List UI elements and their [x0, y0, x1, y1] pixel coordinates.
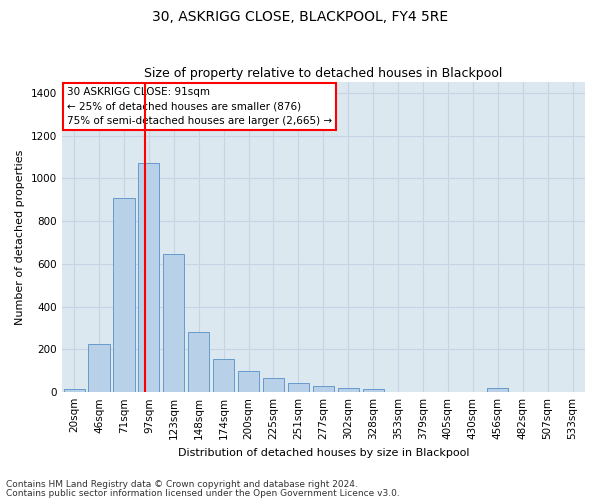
Bar: [113, 198, 134, 392]
Bar: [88, 344, 110, 392]
Bar: [163, 254, 184, 392]
Text: Contains HM Land Registry data © Crown copyright and database right 2024.: Contains HM Land Registry data © Crown c…: [6, 480, 358, 489]
Text: 30, ASKRIGG CLOSE, BLACKPOOL, FY4 5RE: 30, ASKRIGG CLOSE, BLACKPOOL, FY4 5RE: [152, 10, 448, 24]
Y-axis label: Number of detached properties: Number of detached properties: [15, 150, 25, 325]
Bar: [362, 389, 384, 392]
Text: 30 ASKRIGG CLOSE: 91sqm
← 25% of detached houses are smaller (876)
75% of semi-d: 30 ASKRIGG CLOSE: 91sqm ← 25% of detache…: [67, 86, 332, 126]
Bar: [188, 332, 209, 392]
Bar: [288, 383, 309, 392]
Bar: [263, 378, 284, 392]
Bar: [138, 164, 160, 392]
Title: Size of property relative to detached houses in Blackpool: Size of property relative to detached ho…: [144, 66, 503, 80]
Bar: [313, 386, 334, 392]
Bar: [338, 388, 359, 392]
Bar: [213, 359, 234, 392]
Bar: [487, 388, 508, 392]
X-axis label: Distribution of detached houses by size in Blackpool: Distribution of detached houses by size …: [178, 448, 469, 458]
Text: Contains public sector information licensed under the Open Government Licence v3: Contains public sector information licen…: [6, 489, 400, 498]
Bar: [238, 371, 259, 392]
Bar: [64, 389, 85, 392]
